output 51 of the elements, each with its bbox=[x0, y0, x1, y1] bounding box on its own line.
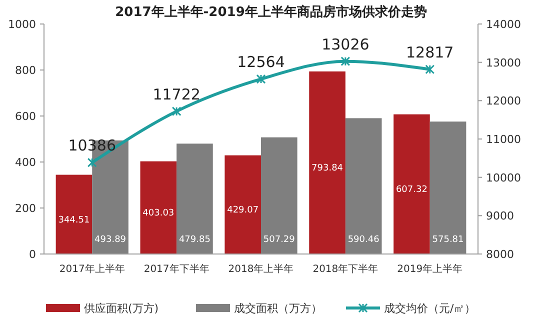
bar bbox=[261, 137, 298, 254]
legend-label: 成交面积（万方） bbox=[234, 302, 322, 315]
data-label: 429.07 bbox=[227, 206, 259, 216]
y-tick-label: 800 bbox=[15, 64, 36, 77]
bar bbox=[56, 174, 92, 254]
point bbox=[425, 64, 435, 74]
bar bbox=[176, 144, 213, 254]
y2-tick-label: 14000 bbox=[486, 18, 521, 31]
data-label: 12564 bbox=[237, 53, 285, 72]
bar bbox=[345, 118, 382, 254]
y-tick-label: 600 bbox=[15, 110, 36, 123]
bar bbox=[430, 122, 466, 254]
data-label: 493.89 bbox=[94, 235, 126, 245]
bar bbox=[309, 71, 346, 254]
data-label: 507.29 bbox=[263, 235, 296, 245]
data-label: 344.51 bbox=[58, 215, 90, 226]
y2-tick-label: 8000 bbox=[486, 248, 514, 261]
y2-tick-label: 11000 bbox=[486, 133, 521, 146]
data-label: 479.85 bbox=[178, 235, 210, 245]
data-label: 13026 bbox=[322, 35, 370, 54]
y-tick-label: 400 bbox=[15, 156, 36, 169]
y-tick-label: 200 bbox=[15, 202, 36, 215]
point bbox=[172, 106, 182, 116]
point bbox=[340, 56, 350, 66]
data-label: 11722 bbox=[152, 85, 200, 104]
data-label: 590.46 bbox=[348, 235, 380, 245]
x-tick-label: 2019年上半年 bbox=[397, 263, 463, 275]
data-label: 12817 bbox=[406, 43, 454, 62]
x-tick-label: 2017年上半年 bbox=[59, 263, 125, 275]
bar bbox=[140, 161, 177, 254]
data-label: 403.03 bbox=[142, 208, 174, 219]
legend-label: 成交均价（元/㎡） bbox=[384, 302, 476, 315]
y-tick-label: 0 bbox=[29, 248, 36, 261]
chart-title: 2017年上半年-2019年上半年商品房市场供求价走势 bbox=[115, 4, 427, 20]
bar bbox=[394, 114, 430, 254]
y2-tick-label: 9000 bbox=[486, 210, 514, 223]
point bbox=[256, 74, 266, 84]
bar bbox=[224, 155, 261, 254]
data-label: 607.32 bbox=[396, 185, 428, 196]
data-label: 575.81 bbox=[432, 235, 464, 245]
data-label: 793.84 bbox=[312, 164, 344, 174]
y2-tick-label: 12000 bbox=[486, 94, 521, 108]
data-label: 10386 bbox=[68, 136, 116, 155]
y2-tick-label: 10000 bbox=[486, 171, 521, 184]
y2-tick-label: 13000 bbox=[486, 56, 521, 70]
legend-label: 供应面积(万方) bbox=[84, 302, 159, 315]
y-tick-label: 1000 bbox=[8, 18, 36, 31]
x-tick-label: 2018年上半年 bbox=[228, 263, 294, 275]
x-tick-label: 2018年下半年 bbox=[312, 263, 378, 275]
point bbox=[87, 158, 97, 168]
x-tick-label: 2017年下半年 bbox=[144, 263, 210, 275]
